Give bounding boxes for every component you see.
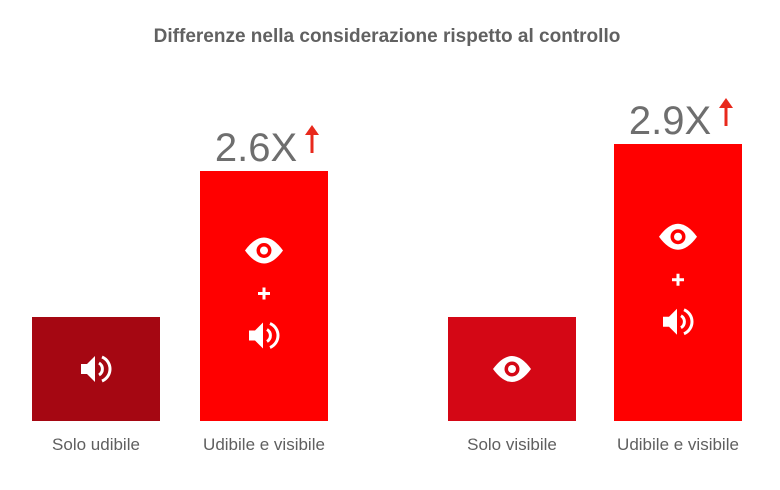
up-arrow-icon [719,98,733,126]
eye-icon [493,356,531,382]
category-label: Solo udibile [52,435,140,454]
plus-icon [672,273,684,286]
eye-icon [659,223,697,250]
category-label: Udibile e visibile [203,435,325,454]
bar-group [614,144,742,421]
chart-title: Differenze nella considerazione rispetto… [154,26,621,47]
speaker-icon [663,308,694,336]
category-label: Udibile e visibile [617,435,739,454]
multiplier-label: 2.9X [629,99,711,143]
bar [32,317,160,421]
eye-icon [245,237,283,264]
up-arrow-icon [305,125,319,153]
bar-group [448,317,576,421]
speaker-icon [81,355,112,383]
category-label: Solo visibile [467,435,557,454]
multiplier-label: 2.6X [215,126,297,170]
bar-group [32,317,160,421]
bar-group [200,171,328,421]
plus-icon [258,287,270,300]
speaker-icon [249,322,280,349]
